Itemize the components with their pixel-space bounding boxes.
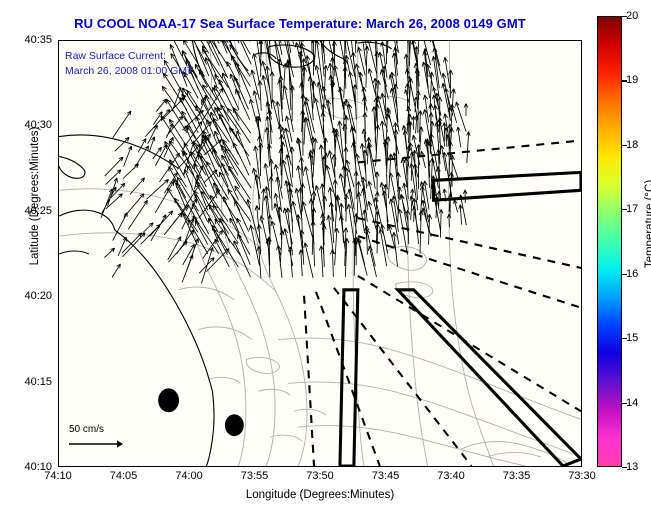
surface-current-vectors [100,41,471,284]
colorbar-notch [622,402,627,404]
x-tick-73-30: 73:30 [568,470,596,482]
vector-scale-arrow-icon [69,440,123,448]
y-tick-40-15: 40:15 [24,375,52,388]
x-tick-73-55: 73:55 [240,470,269,482]
colorbar-notch [622,467,627,469]
x-tick-73-45: 73:45 [371,470,400,482]
annotation-line-1: Raw Surface Current: [65,50,166,62]
colorbar-tick-20: 20 [626,10,639,22]
traffic-separation-lines [303,139,581,466]
colorbar-notch [622,209,627,211]
current-vector-arrow [100,41,471,284]
map-canvas [59,41,581,466]
colorbar-tick-13: 13 [626,461,639,473]
figure-title: RU COOL NOAA-17 Sea Surface Temperature:… [74,16,526,31]
y-tick-40-25: 40:25 [24,204,52,217]
vector-scale-label: 50 cm/s [69,424,105,435]
y-tick-40-30: 40:30 [24,119,52,132]
annotation-line-2: March 26, 2008 01:00 GMT [65,65,194,77]
map-plot-area: Raw Surface Current: March 26, 2008 01:0… [58,40,582,467]
colorbar-title: Temperature (°C) [644,179,651,269]
y-tick-40-35: 40:35 [24,34,52,46]
colorbar-notch [622,144,627,147]
y-tick-40-20: 40:20 [24,290,52,303]
colorbar-tick-15: 15 [626,332,639,345]
colorbar-tick-14: 14 [626,396,639,409]
colorbar-notch [622,273,627,275]
colorbar-gradient [598,17,621,466]
current-annotation: Raw Surface Current: March 26, 2008 01:0… [65,49,193,79]
vector-scale-key: 50 cm/s [63,424,153,450]
x-tick-73-50: 73:50 [306,470,334,482]
x-axis-title: Longitude (Degrees:Minutes) [245,489,395,501]
colorbar-tick-18: 18 [626,138,639,151]
y-tick-40-10: 40:10 [24,461,52,473]
colorbar-notch [622,338,627,340]
station-markers [158,388,244,437]
coastline [59,41,393,466]
x-tick-73-40: 73:40 [437,470,465,482]
colorbar-tick-16: 16 [626,267,639,280]
x-tick-74-05: 74:05 [109,470,138,482]
x-tick-73-35: 73:35 [502,470,531,482]
colorbar-notch [622,16,627,18]
y-axis-title: Latitude (Degrees:Minutes) [29,126,41,266]
colorbar-notch [622,80,627,82]
shipping-lanes [338,170,581,466]
colorbar-tick-17: 17 [626,203,639,216]
x-tick-74-10: 74:10 [44,470,72,482]
x-tick-74-00: 74:00 [175,470,203,482]
colorbar [597,16,622,467]
colorbar-tick-19: 19 [626,74,639,87]
